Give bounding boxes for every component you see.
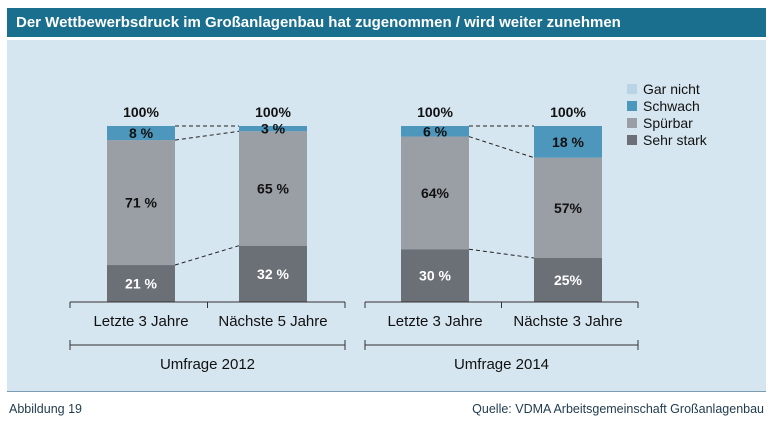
bar-segment-sehr-stark-2: [401, 249, 469, 302]
total-label-3: 100%: [550, 104, 586, 120]
group-label: Umfrage 2012: [160, 356, 255, 373]
data-label-1-2: 3 %: [261, 121, 286, 137]
category-label: Nächste 3 Jahre: [513, 313, 622, 330]
data-label-1-0: 32 %: [257, 266, 289, 282]
stacked-bar-chart: 21 % 32 % 30 % 25% 71 % 65 % 64% 57% 8 % 3 % 6 % 18…: [69, 81, 708, 373]
chart-title: Der Wettbewerbsdruck im Großanlagenbau h…: [16, 14, 621, 31]
data-label-3-0: 25%: [554, 272, 583, 288]
data-label-1-1: 65 %: [257, 180, 289, 196]
bar-segment-schwach-2: [401, 126, 469, 137]
category-label: Nächste 5 Jahre: [218, 313, 327, 330]
legend-label: Sehr stark: [643, 132, 708, 148]
legend-label: Schwach: [643, 98, 700, 114]
legend-swatch: [627, 135, 637, 145]
legend-swatch: [627, 118, 637, 128]
data-label-2-2: 6 %: [423, 123, 448, 139]
group-label: Umfrage 2014: [454, 356, 549, 373]
connector-line: [468, 248, 535, 259]
legend-swatch: [627, 84, 637, 94]
data-label-0-0: 21 %: [125, 276, 157, 292]
bar-segment-sp-rbar-1: [239, 131, 307, 246]
data-label-3-2: 18 %: [552, 134, 584, 150]
data-label-2-0: 30 %: [419, 268, 451, 284]
total-label-2: 100%: [417, 104, 453, 120]
title-bar: Der Wettbewerbsdruck im Großanlagenbau h…: [7, 8, 766, 37]
bar-segment-schwach-3: [534, 126, 602, 158]
bar-segment-sp-rbar-0: [107, 140, 175, 266]
category-label: Letzte 3 Jahre: [93, 313, 188, 330]
bar-segment-sehr-stark-0: [107, 265, 175, 302]
connector-line: [468, 136, 535, 159]
bar-segment-schwach-0: [107, 126, 175, 141]
bar-segment-schwach-1: [239, 126, 307, 132]
data-label-0-2: 8 %: [129, 125, 154, 141]
figure-label: Abbildung 19: [9, 402, 82, 416]
bar-segment-sehr-stark-1: [239, 245, 307, 302]
source-note: Quelle: VDMA Arbeitsgemeinschaft Großanl…: [472, 402, 764, 416]
data-label-3-1: 57%: [554, 200, 583, 216]
connector-line: [174, 130, 240, 141]
data-label-0-1: 71 %: [125, 195, 157, 211]
data-label-2-1: 64%: [421, 185, 450, 201]
legend-label: Spürbar: [643, 115, 693, 131]
bar-segment-sp-rbar-2: [401, 136, 469, 250]
legend-swatch: [627, 101, 637, 111]
chart-area: 21 % 32 % 30 % 25% 71 % 65 % 64% 57% 8 % 3 % 6 % 18…: [7, 40, 766, 391]
bottom-divider: [7, 391, 766, 392]
bar-segment-sehr-stark-3: [534, 258, 602, 302]
category-label: Letzte 3 Jahre: [387, 313, 482, 330]
total-label-1: 100%: [255, 104, 291, 120]
total-label-0: 100%: [123, 104, 159, 120]
connector-line: [174, 245, 240, 266]
bar-segment-sp-rbar-3: [534, 157, 602, 258]
legend-label: Gar nicht: [643, 81, 700, 97]
